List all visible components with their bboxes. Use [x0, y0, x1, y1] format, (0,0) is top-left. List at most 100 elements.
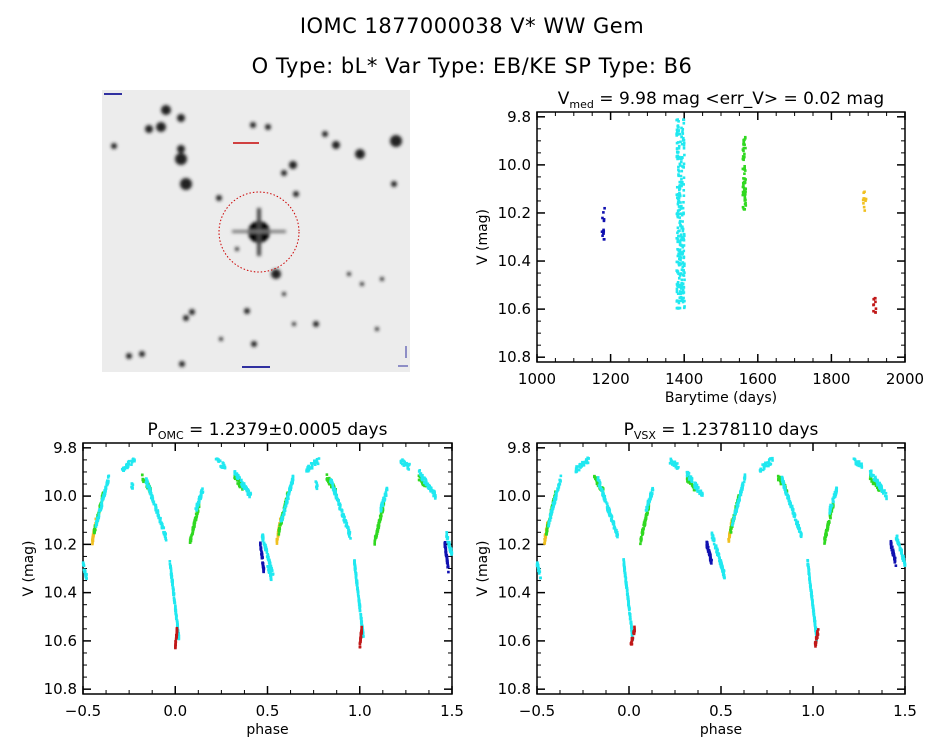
data-point — [676, 254, 680, 258]
data-point — [736, 505, 739, 509]
data-point — [581, 463, 585, 466]
data-point — [743, 143, 746, 146]
data-point — [734, 512, 737, 515]
data-point — [677, 276, 681, 280]
data-point — [681, 206, 685, 210]
data-point — [814, 626, 818, 630]
data-point — [897, 541, 901, 545]
data-point — [787, 496, 790, 499]
data-point — [738, 493, 742, 497]
data-point — [686, 480, 689, 483]
data-point — [814, 629, 818, 633]
star — [375, 327, 379, 331]
data-point — [264, 548, 267, 552]
data-point — [808, 577, 811, 581]
data-point — [612, 523, 616, 526]
data-point — [676, 151, 679, 154]
data-point — [731, 523, 734, 527]
y-tick-label: 10.8 — [44, 680, 77, 698]
data-point — [669, 459, 673, 463]
data-point — [824, 533, 828, 537]
data-point — [200, 494, 203, 497]
data-point — [683, 234, 686, 238]
data-point — [282, 507, 286, 511]
data-point — [262, 542, 266, 546]
data-point — [680, 284, 684, 287]
data-point — [864, 199, 867, 203]
data-point — [743, 167, 746, 170]
data-point — [764, 464, 768, 468]
data-point — [607, 512, 611, 516]
data-point — [235, 472, 239, 475]
data-point — [676, 292, 680, 296]
data-point — [689, 475, 692, 479]
data-point — [872, 474, 875, 477]
data-point — [574, 467, 578, 470]
data-point — [831, 497, 834, 501]
data-point — [445, 535, 448, 539]
data-point — [677, 144, 681, 148]
data-point — [431, 491, 435, 495]
data-point — [314, 460, 317, 464]
data-point — [100, 504, 104, 508]
data-point — [705, 546, 709, 550]
data-point — [445, 556, 449, 560]
data-point — [237, 475, 241, 479]
data-point — [811, 604, 815, 608]
data-point — [765, 461, 769, 465]
data-point — [629, 626, 633, 629]
data-point — [722, 571, 725, 574]
data-point — [743, 169, 747, 172]
data-point — [189, 535, 193, 539]
data-point — [813, 624, 817, 627]
data-point — [355, 583, 359, 587]
data-point — [743, 180, 747, 184]
data-point — [106, 476, 110, 479]
data-point — [241, 481, 244, 484]
x-tick-label: 2000 — [886, 370, 924, 388]
data-point — [123, 467, 127, 471]
data-point — [677, 168, 680, 172]
data-point — [681, 229, 685, 233]
data-point — [426, 485, 430, 488]
data-point — [374, 534, 377, 538]
data-point — [276, 534, 280, 538]
data-point — [133, 459, 136, 463]
data-point — [681, 261, 685, 264]
data-point — [676, 226, 680, 230]
data-point — [742, 140, 746, 143]
data-point — [403, 463, 407, 467]
data-point — [741, 190, 745, 194]
data-point — [777, 478, 780, 482]
data-point — [828, 515, 832, 518]
data-point — [373, 539, 377, 543]
data-point — [742, 158, 745, 162]
data-point — [626, 595, 630, 599]
data-point — [681, 132, 685, 135]
star — [390, 135, 402, 147]
data-point — [731, 519, 735, 522]
data-point — [677, 132, 681, 136]
data-point — [784, 490, 787, 494]
data-point — [641, 533, 644, 536]
data-point — [677, 249, 681, 252]
data-point — [722, 575, 726, 579]
data-point — [609, 517, 613, 521]
data-point — [334, 492, 337, 496]
data-point — [682, 256, 686, 259]
data-point — [126, 465, 129, 468]
data-point — [176, 623, 179, 626]
data-point — [147, 485, 151, 489]
data-point — [767, 464, 770, 468]
data-point — [536, 566, 540, 570]
data-point — [172, 588, 175, 592]
data-point — [813, 621, 817, 625]
data-point — [356, 592, 360, 596]
data-point — [625, 581, 628, 585]
data-point — [873, 296, 877, 300]
data-point — [377, 521, 380, 525]
data-point — [675, 185, 679, 189]
data-point — [408, 462, 411, 466]
data-point — [103, 492, 107, 495]
data-point — [269, 574, 272, 577]
